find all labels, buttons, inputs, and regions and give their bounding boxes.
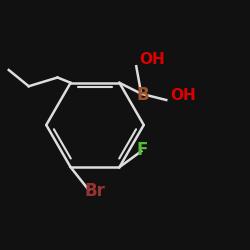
- Text: OH: OH: [170, 88, 196, 102]
- Text: OH: OH: [139, 52, 164, 68]
- Text: F: F: [137, 141, 148, 159]
- Text: B: B: [136, 86, 149, 104]
- Text: Br: Br: [84, 182, 105, 200]
